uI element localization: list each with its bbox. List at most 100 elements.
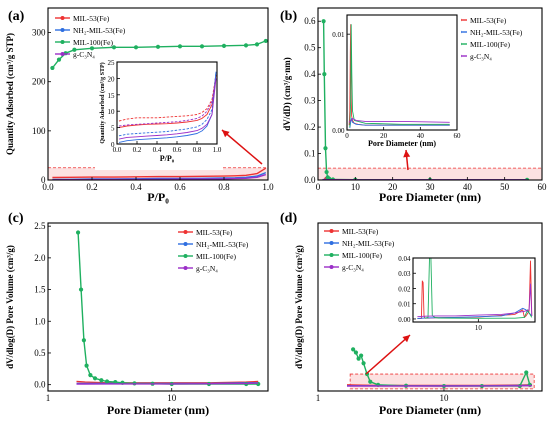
panel-a-ytick-label: 0 — [41, 175, 46, 185]
panel-a-inset-xtick-label: 0.0 — [113, 146, 122, 154]
panel-d-zoom-arrow — [365, 334, 411, 375]
panel-b-inset-xtick-label: 20 — [380, 132, 388, 140]
panel-c-ytick-label: 1.5 — [34, 285, 46, 295]
panel-a-inset-xtick-label: 0.8 — [193, 146, 202, 154]
panel-b-inset-xlabel: Pore Diameter (nm) — [368, 139, 436, 148]
panel-b-inset-series-mil100-line — [349, 24, 450, 128]
panel-d-inset-series-group — [417, 258, 533, 320]
panel-d-legend-marker — [329, 265, 334, 269]
panel-b-legend-entry: MIL-53(Fe) — [470, 16, 507, 25]
panel-c-ylabel: dV/dlog(D) Pore Volume (cm³/g) — [5, 245, 15, 369]
panel-a-series-mil100-point — [199, 44, 205, 49]
panel-a-series-mil100-point — [263, 38, 268, 44]
panel-a-series-mil100-point — [56, 57, 62, 62]
panel-a-xtick-label: 0.6 — [174, 182, 186, 192]
panel-a-zoom-arrow — [221, 129, 263, 165]
panel-c-series-mil100-point — [88, 373, 93, 378]
panel-a-inset-frame — [116, 61, 218, 145]
panel-a-inset-series-nh2-line — [118, 71, 217, 143]
panel-c-legend-entry: g-C₃N₄ — [196, 264, 218, 273]
panel-b-inset-ytick-label: 0.01 — [332, 31, 345, 39]
panel-b-xtick-label: 30 — [426, 182, 436, 192]
panel-c-xtick-label: 1 — [46, 393, 51, 403]
panel-a-series-mil100-point — [254, 42, 260, 47]
panel-a-xtick-label: 1.0 — [262, 182, 274, 192]
panel-b-inset-xtick-label: 0 — [345, 132, 349, 140]
panel-a-inset-series-gcn-desorption-line — [118, 78, 217, 127]
panel-a-inset-ytick-label: 10 — [108, 108, 116, 116]
panel-a-inset-ytick-label: 25 — [108, 59, 116, 67]
panel-c-series-mil100-point — [84, 363, 89, 368]
panel-c-legend-marker — [183, 230, 188, 234]
panel-d-xtick-label: 10 — [439, 393, 449, 403]
panel-a-inset-ytick-label: 0 — [111, 141, 115, 149]
panel-a-inset-series-mil53-desorption-line — [118, 75, 217, 122]
panel-c-label: (c) — [8, 211, 24, 226]
panel-d-legend-marker — [329, 241, 334, 245]
panel-c-legend-entry: MIL-53(Fe) — [196, 228, 233, 237]
panel-c-series-mil100-point — [75, 230, 81, 235]
panel-c-legend-marker — [183, 266, 188, 270]
panel-c-series-gcn-line — [76, 382, 259, 385]
panel-a-inset-xtick-label: 0.6 — [173, 146, 182, 154]
panel-a-zoom-arrowhead — [222, 130, 230, 138]
panel-a-xtick-label: 0.0 — [42, 182, 54, 192]
panel-b-inset-xtick-label: 40 — [417, 132, 425, 140]
panel-d-inset-frame — [412, 257, 536, 323]
panel-a-series-mil100-point — [50, 65, 55, 71]
panel-b-label: (b) — [280, 9, 297, 24]
panel-b: 0 10 20 30 40 50 60 0.0 0.1 0.2 0.3 0.4 0.5 0.6 (b) Por… — [280, 7, 547, 204]
panel-d-series-mil100-point — [356, 356, 361, 361]
panel-a-ytick-label: 100 — [32, 126, 46, 136]
panel-a-legend-marker — [60, 52, 65, 56]
panel-a-series-mil100-point — [221, 43, 227, 48]
panel-b-ylabel: dV/dD) (cm³/g·nm) — [282, 57, 292, 130]
panel-b-legend-entry: NH₂-MIL-53(Fe) — [470, 28, 523, 37]
panel-d-inset-ytick-label: 0.04 — [398, 255, 411, 263]
panel-b-xtick-label: 0 — [316, 182, 321, 192]
panel-a-inset-xtick-label: 0.4 — [153, 146, 162, 154]
panel-b-ytick-label: 0.4 — [304, 69, 316, 79]
panel-a-inset-series-nh2-desorption-line — [118, 71, 217, 137]
panel-d-inset-ytick-label: 0.01 — [398, 301, 411, 309]
panel-b-xtick-label: 50 — [500, 182, 510, 192]
panel-a-legend-marker — [60, 16, 65, 20]
panel-d-inset-xtick-label: 10 — [475, 324, 483, 332]
panel-a-legend-marker — [60, 28, 65, 32]
panel-d-series-mil100-point — [524, 370, 529, 375]
panel-a-frame — [47, 7, 269, 181]
panel-c-legend-marker — [183, 254, 188, 258]
panel-c-ytick-label: 2.5 — [34, 221, 46, 231]
panel-d-label: (d) — [280, 211, 297, 226]
panel-c-ytick-label: 0.5 — [34, 348, 46, 358]
panel-b-zoom-arrowhead — [403, 150, 411, 158]
panel-c-legend-entry: NH₂-MIL-53(Fe) — [196, 240, 249, 249]
panel-d-inset-ytick-label: 0.02 — [398, 285, 411, 293]
panel-a-inset-series-gcn-line — [118, 78, 217, 140]
panel-d-legend-entry: g-C₃N₄ — [342, 263, 364, 272]
panel-b-ytick-label: 0.5 — [304, 43, 316, 53]
panel-d-series-mil100-point — [351, 347, 356, 352]
panel-d-series-mil100-point — [353, 350, 359, 355]
panel-b-series-mil100-point — [323, 146, 328, 151]
panel-c-series-mil100-point — [99, 378, 104, 383]
panel-a-legend-entry: g-C₃N₄ — [73, 50, 95, 59]
panel-a-xlabel: P/P₀ — [147, 190, 169, 204]
panel-a-series-mil100-point — [177, 44, 183, 49]
panel-b-inset-series-group — [348, 24, 450, 129]
panel-a-inset-xtick-label: 1.0 — [213, 146, 222, 154]
panel-b-legend-entry: MIL-100(Fe) — [470, 40, 510, 49]
panel-c-frame — [47, 222, 269, 392]
panel-a-inset-ytick-label: 15 — [108, 92, 116, 100]
panel-a-series-mil100-point — [155, 44, 161, 49]
panel-a-inset-ylabel: Quantity Adsorbed (cm³/g STP) — [99, 62, 106, 143]
panel-a-label: (a) — [8, 9, 25, 24]
panel-a-ytick-label: 300 — [32, 28, 46, 38]
panel-b-xtick-label: 10 — [351, 182, 361, 192]
panel-c: 1 10 0.0 0.5 1.0 1.5 2.0 2.5 (c) Pore Diameter (n… — [5, 211, 269, 417]
panel-a-series-mil100-point — [243, 43, 249, 48]
panel-d-legend-entry: NH₂-MIL-53(Fe) — [342, 239, 395, 248]
panel-b-inset-ytick-label: 0.00 — [332, 127, 345, 135]
panel-d-series-gcn-line — [347, 384, 533, 387]
panel-c-series-mil100-point — [81, 338, 86, 343]
